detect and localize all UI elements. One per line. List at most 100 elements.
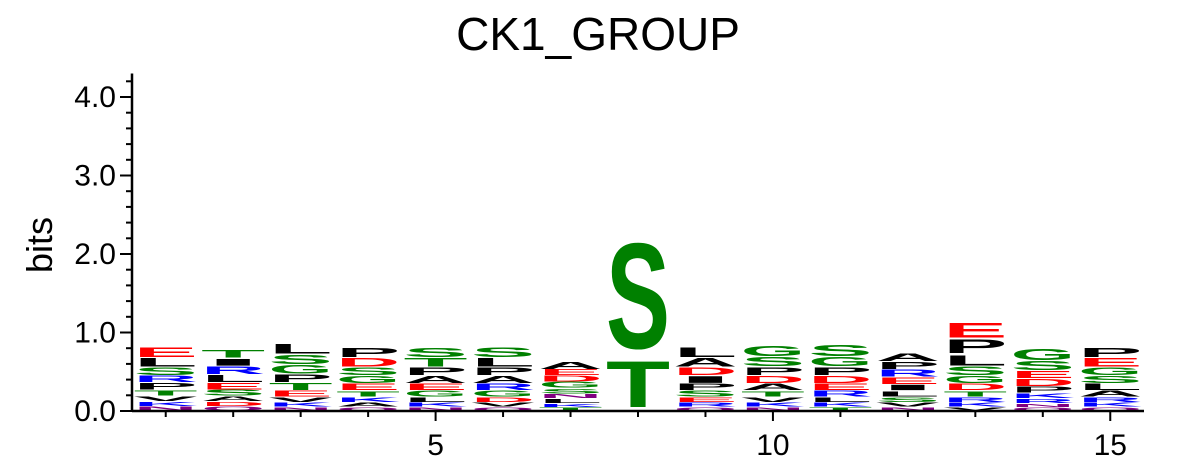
logo-letter-P: P — [1011, 385, 1075, 394]
logo-letter-S: S — [134, 365, 198, 377]
logo-letter-P: P — [741, 365, 805, 377]
chart-title: CK1_GROUP — [456, 8, 740, 60]
logo-letter-A: A — [876, 351, 940, 363]
logo-letter-G: G — [1011, 346, 1075, 364]
logo-letter-R: R — [876, 368, 940, 379]
logo-letter-T: T — [201, 348, 265, 360]
logo-letter-P: P — [673, 382, 737, 392]
logo-letter-S: S — [538, 387, 602, 395]
logo-letter-Q: Q — [1078, 406, 1142, 411]
logo-letter-T: T — [404, 356, 468, 369]
logo-letter-P: P — [943, 336, 1007, 358]
logo-letter-N: N — [134, 405, 198, 412]
logo-letter-A: A — [201, 395, 265, 403]
logo-letter-N: N — [876, 406, 940, 411]
logo-letter-N: N — [741, 406, 805, 411]
x-axis: 5 10 15 — [132, 409, 1144, 462]
logo-letter-R: R — [943, 396, 1007, 404]
logo-letter-E: E — [1011, 370, 1075, 381]
logo-letter-R: R — [673, 402, 737, 409]
logo-letter-T: T — [808, 406, 872, 411]
logo-letter-G: G — [404, 389, 468, 398]
logo-letter-P: P — [808, 365, 872, 377]
y-tick-label: 2.0 — [74, 238, 116, 271]
logo-letter-P: P — [1078, 345, 1142, 359]
logo-letter-I: I — [201, 357, 265, 368]
y-axis-label: bits — [19, 217, 60, 273]
logo-letter-L: L — [538, 398, 602, 405]
logo-letter-E: E — [673, 396, 737, 404]
logo-letter-S: S — [808, 342, 872, 359]
logo-letter-A: A — [673, 356, 737, 369]
logo-letter-S: S — [1011, 359, 1075, 373]
logo-letter-S: S — [471, 344, 535, 359]
logo-letter-K: K — [741, 402, 805, 409]
logo-letter-L: L — [471, 356, 535, 369]
logo-letter-V: V — [471, 402, 535, 408]
logo-letter-E: E — [201, 381, 265, 391]
logo-letter-L: L — [876, 389, 940, 398]
logo-letter-Q: Q — [1011, 406, 1075, 411]
logo-letter-A: A — [471, 374, 535, 385]
logo-letter-I: I — [876, 383, 940, 392]
logo-letter-S: S — [1078, 374, 1142, 385]
logo-letter-S: S — [404, 345, 468, 359]
logo-letter-L: L — [1078, 382, 1142, 392]
y-axis: 0.0 1.0 2.0 3.0 4.0 — [74, 73, 134, 428]
logo-letter-E: E — [538, 368, 602, 377]
logo-letter-V: V — [134, 395, 198, 403]
logo-letter-L: L — [269, 341, 333, 356]
logo-letter-S: S — [606, 211, 670, 380]
logo-letter-S: S — [201, 389, 265, 398]
logo-letter-P: P — [876, 360, 940, 371]
logo-letter-Q: Q — [471, 406, 535, 411]
logo-letter-L: L — [404, 396, 468, 404]
logo-letter-E: E — [269, 389, 333, 398]
logo-letter-D: D — [1011, 377, 1075, 388]
logo-letter-E: E — [876, 376, 940, 386]
logo-letter-L: L — [673, 344, 737, 359]
logo-letter-G: G — [741, 343, 805, 360]
y-tick-label: 0.0 — [74, 395, 116, 428]
logo-letter-K: K — [134, 401, 198, 408]
logo-letter-D: D — [943, 382, 1007, 392]
logo-letter-G: G — [538, 381, 602, 390]
logo-letter-E: E — [1078, 356, 1142, 369]
logo-letter-T: T — [943, 389, 1007, 398]
logo-letter-D: D — [741, 374, 805, 385]
logo-letter-S: S — [673, 389, 737, 398]
x-tick-label: 15 — [1094, 429, 1127, 462]
logo-letter-A: A — [538, 360, 602, 371]
logo-letter-S: S — [741, 355, 805, 369]
logo-letter-E: E — [134, 344, 198, 359]
logo-column: TS — [606, 211, 670, 421]
logo-letter-G: G — [943, 374, 1007, 385]
logo-letter-V: V — [741, 396, 805, 404]
logo-letter-N: N — [269, 406, 333, 411]
logo-letter-D: D — [538, 375, 602, 384]
logo-letter-K: K — [943, 402, 1007, 409]
logo-letter-D: D — [336, 356, 400, 369]
logo-letter-V: V — [943, 406, 1007, 411]
y-tick-label: 1.0 — [74, 317, 116, 350]
logo-letter-L: L — [808, 396, 872, 404]
logo-letter-R: R — [1011, 398, 1075, 405]
logo-letter-G: G — [808, 355, 872, 369]
logo-letter-V: V — [269, 396, 333, 404]
logo-letter-G: G — [336, 374, 400, 385]
logo-letter-Q: Q — [673, 406, 737, 411]
logo-letter-A: A — [741, 382, 805, 392]
y-tick-label: 4.0 — [74, 81, 116, 114]
logo-letter-S: S — [943, 364, 1007, 377]
logo-letter-P: P — [134, 381, 198, 391]
logo-letter-K: K — [404, 402, 468, 409]
logo-letter-D: D — [201, 401, 265, 408]
